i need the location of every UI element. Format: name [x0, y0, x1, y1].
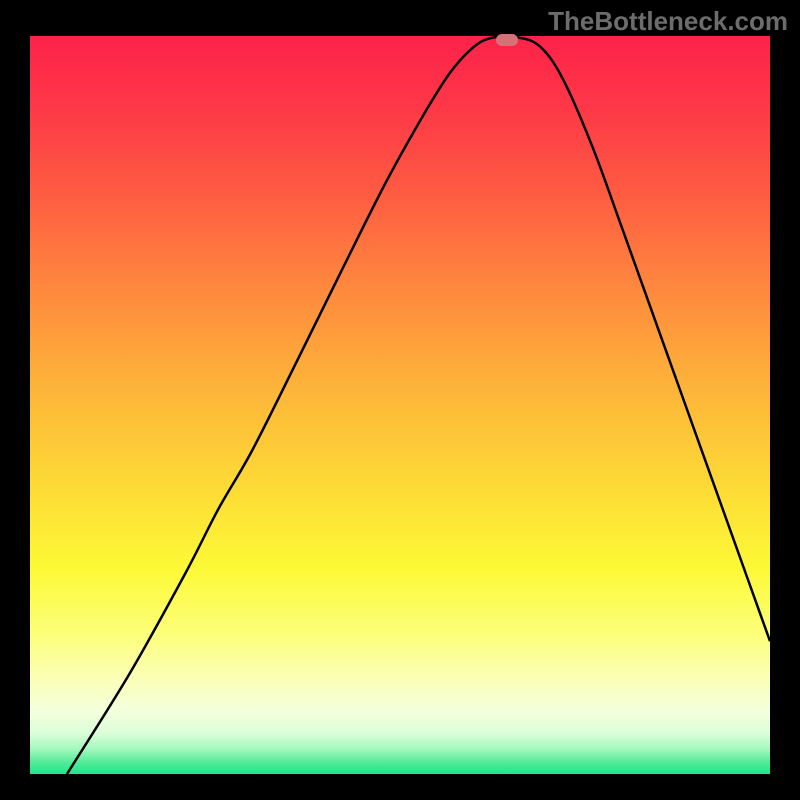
bottleneck-curve [30, 36, 770, 774]
optimal-point-marker [496, 34, 518, 46]
plot-area [30, 36, 770, 774]
watermark-text: TheBottleneck.com [548, 6, 788, 37]
chart-container: TheBottleneck.com [0, 0, 800, 800]
